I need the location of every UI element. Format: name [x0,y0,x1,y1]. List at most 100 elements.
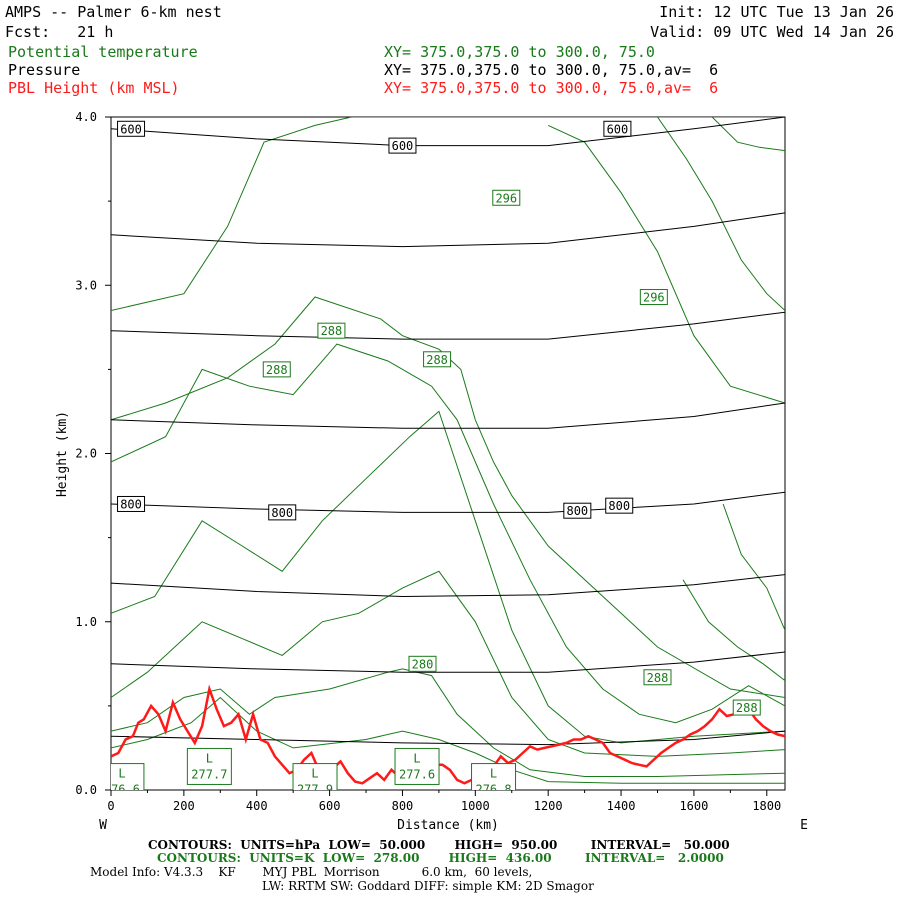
x-tick-label-2: 400 [246,799,268,813]
low-label-value-3: 276.8 [475,783,511,797]
low-label-letter-3: L [490,767,497,781]
pressure-label-5-box [563,502,592,519]
theta-contours [111,117,785,784]
field1-name: Potential temperature [8,43,198,61]
forecast-hour: Fcst: 21 h [5,23,114,41]
theta-contour-2 [111,343,785,724]
pressure-label-2: 600 [607,122,629,136]
plot-frame [110,116,786,791]
theta-contour-5 [111,668,785,777]
x-axis-label: Distance (km) [397,818,499,833]
pressure-contour-3 [111,402,785,429]
pressure-contour-2 [111,311,785,340]
pressure-label-4-box [268,504,297,521]
theta-contour-4 [111,570,785,757]
x-tick-label-8: 1600 [679,799,708,813]
pressure-label-4: 800 [271,506,293,520]
low-label-box-1 [292,763,338,790]
east-label: E [800,818,808,833]
pressure-label-5: 800 [566,504,588,518]
theta-label-5: 280 [412,657,434,671]
x-tick-label-7: 1400 [607,799,636,813]
theta-label-1: 296 [643,291,665,305]
field2-name: Pressure [8,61,81,79]
x-tick-label-0: 0 [107,799,114,813]
init-time: Init: 12 UTC Tue 13 Jan 26 [659,3,894,21]
pressure-contours [111,117,785,746]
theta-contour-info: CONTOURS: UNITS=K LOW= 278.00 HIGH= 436.… [157,851,724,865]
y-tick-label-4: 4.0 [75,110,97,124]
theta-label-1-box [639,289,668,306]
theta-contour-11 [682,579,785,681]
theta-label-0: 296 [495,191,517,205]
model-title: AMPS -- Palmer 6-km nest [5,3,222,21]
low-label-value-2: 277.6 [399,767,435,781]
low-label-box-0 [186,747,232,785]
low-label-letter-0: L [206,751,213,765]
low-label-value-4: 276.6 [104,783,140,797]
axes: 0 200 400 600 800 1000 1200 1400 1600 1800 0.0 1.0 2… [75,110,781,813]
pressure-contour-4 [111,491,785,513]
theta-label-7: 288 [736,701,758,715]
theta-contour-1 [111,296,785,698]
pressure-contour-5 [111,574,785,598]
theta-contour-0 [111,117,785,311]
low-label-letter-1: L [311,767,318,781]
pressure-label-1-box [388,137,417,154]
theta-contour-10 [722,503,785,631]
field1-xy: XY= 375.0,375.0 to 300.0, 75.0 [384,43,655,61]
theta-label-7-box [732,699,761,716]
theta-contour-3 [111,410,785,744]
theta-label-6-box [643,669,672,686]
theta-contour-8 [657,117,785,311]
model-info: Model Info: V4.3.3 KF MYJ PBL Morrison 6… [90,865,533,879]
pressure-label-1: 600 [392,139,414,153]
y-axis-label: Height (km) [55,411,70,497]
x-tick-label-4: 800 [392,799,414,813]
theta-label-2: 288 [321,324,343,338]
pressure-label-2-box [603,120,632,137]
y-tick-label-2: 2.0 [75,447,97,461]
field2-xy: XY= 375.0,375.0 to 300.0, 75.0,av= 6 [384,61,719,79]
y-tick-label-1: 1.0 [75,615,97,629]
theta-label-3-box [262,361,291,378]
pressure-label-3-box [117,495,146,512]
low-label-value-1: 277.9 [297,783,333,797]
pressure-contour-7 [111,730,785,746]
x-tick-label-9: 1800 [752,799,781,813]
pressure-label-0: 600 [120,122,142,136]
low-label-letter-4: L [118,767,125,781]
theta-label-6: 288 [647,671,669,685]
pressure-contour-1 [111,212,785,248]
pbl-height-line [111,684,785,785]
west-label: W [99,818,107,833]
theta-contour-7 [547,124,785,404]
theta-label-4-box [423,351,452,368]
cross-section-chart: 600 600 600 800 800 800 800 296 296 288 288 288 280 2… [55,110,808,833]
low-label-box-3 [471,763,517,790]
theta-label-5-box [408,655,437,672]
pressure-label-3: 800 [120,497,142,511]
pressure-contour-0 [111,117,785,147]
x-tick-label-6: 1200 [534,799,563,813]
model-info-physics: LW: RRTM SW: Goddard DIFF: simple KM: 2D… [262,879,594,893]
low-label-box-4 [111,763,145,790]
theta-label-2-box [317,322,346,339]
pressure-contour-info: CONTOURS: UNITS=hPa LOW= 50.000 HIGH= 95… [148,838,730,852]
low-label-box-2 [394,747,440,785]
theta-label-0-box [492,189,521,206]
pressure-label-6: 800 [608,499,630,513]
y-tick-label-0: 0.0 [75,783,97,797]
low-label-letter-2: L [413,751,420,765]
x-tick-label-5: 1000 [461,799,490,813]
theta-contour-9 [711,117,785,152]
pressure-label-6-box [605,497,634,514]
x-tick-label-3: 600 [319,799,341,813]
field3-name: PBL Height (km MSL) [8,79,180,97]
pbl-height-series [111,684,785,785]
pressure-contour-6 [111,651,785,673]
valid-time: Valid: 09 UTC Wed 14 Jan 26 [650,23,894,41]
x-tick-label-1: 200 [173,799,195,813]
field3-xy: XY= 375.0,375.0 to 300.0, 75.0,av= 6 [384,79,719,97]
theta-label-4: 288 [426,353,448,367]
